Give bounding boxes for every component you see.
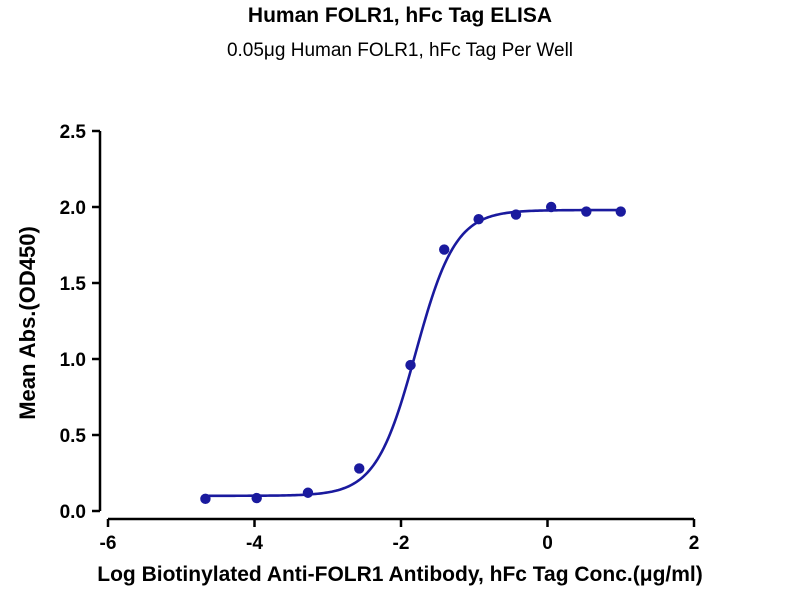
data-point: [510, 209, 522, 220]
x-tick-label: 0: [542, 533, 553, 554]
data-point: [615, 206, 626, 217]
y-tick-label: 1.0: [60, 350, 86, 371]
x-axis-label: Log Biotinylated Anti-FOLR1 Antibody, hF…: [97, 563, 703, 586]
x-tick-label: -6: [100, 533, 117, 554]
data-point: [581, 206, 592, 217]
x-tick-label: 2: [689, 533, 700, 554]
y-tick-label: 2.5: [60, 122, 87, 143]
x-tick-label: -4: [246, 533, 263, 554]
y-tick-label: 2.0: [60, 198, 86, 219]
y-tick-label: 0.0: [60, 502, 86, 523]
y-tick-label: 0.5: [60, 426, 87, 447]
data-point: [473, 213, 484, 225]
data-point: [545, 201, 557, 213]
data-points-layer: [200, 201, 626, 505]
y-tick-label: 1.5: [60, 274, 87, 295]
chart-subtitle: 0.05μg Human FOLR1, hFc Tag Per Well: [226, 40, 574, 61]
data-point: [405, 359, 416, 371]
data-point: [354, 463, 365, 474]
chart-title: Human FOLR1, hFc Tag ELISA: [247, 4, 553, 27]
data-point: [200, 493, 211, 505]
fit-curve-layer: [205, 208, 621, 498]
x-tick-label: -2: [393, 533, 410, 554]
data-point: [439, 244, 450, 255]
fit-curve: [205, 208, 621, 498]
axes: 0.0 0.5 1.0 1.5 2.0 2.5 -6 -4 -2 0 2: [60, 122, 700, 554]
data-point: [251, 492, 262, 504]
data-point: [302, 487, 314, 498]
